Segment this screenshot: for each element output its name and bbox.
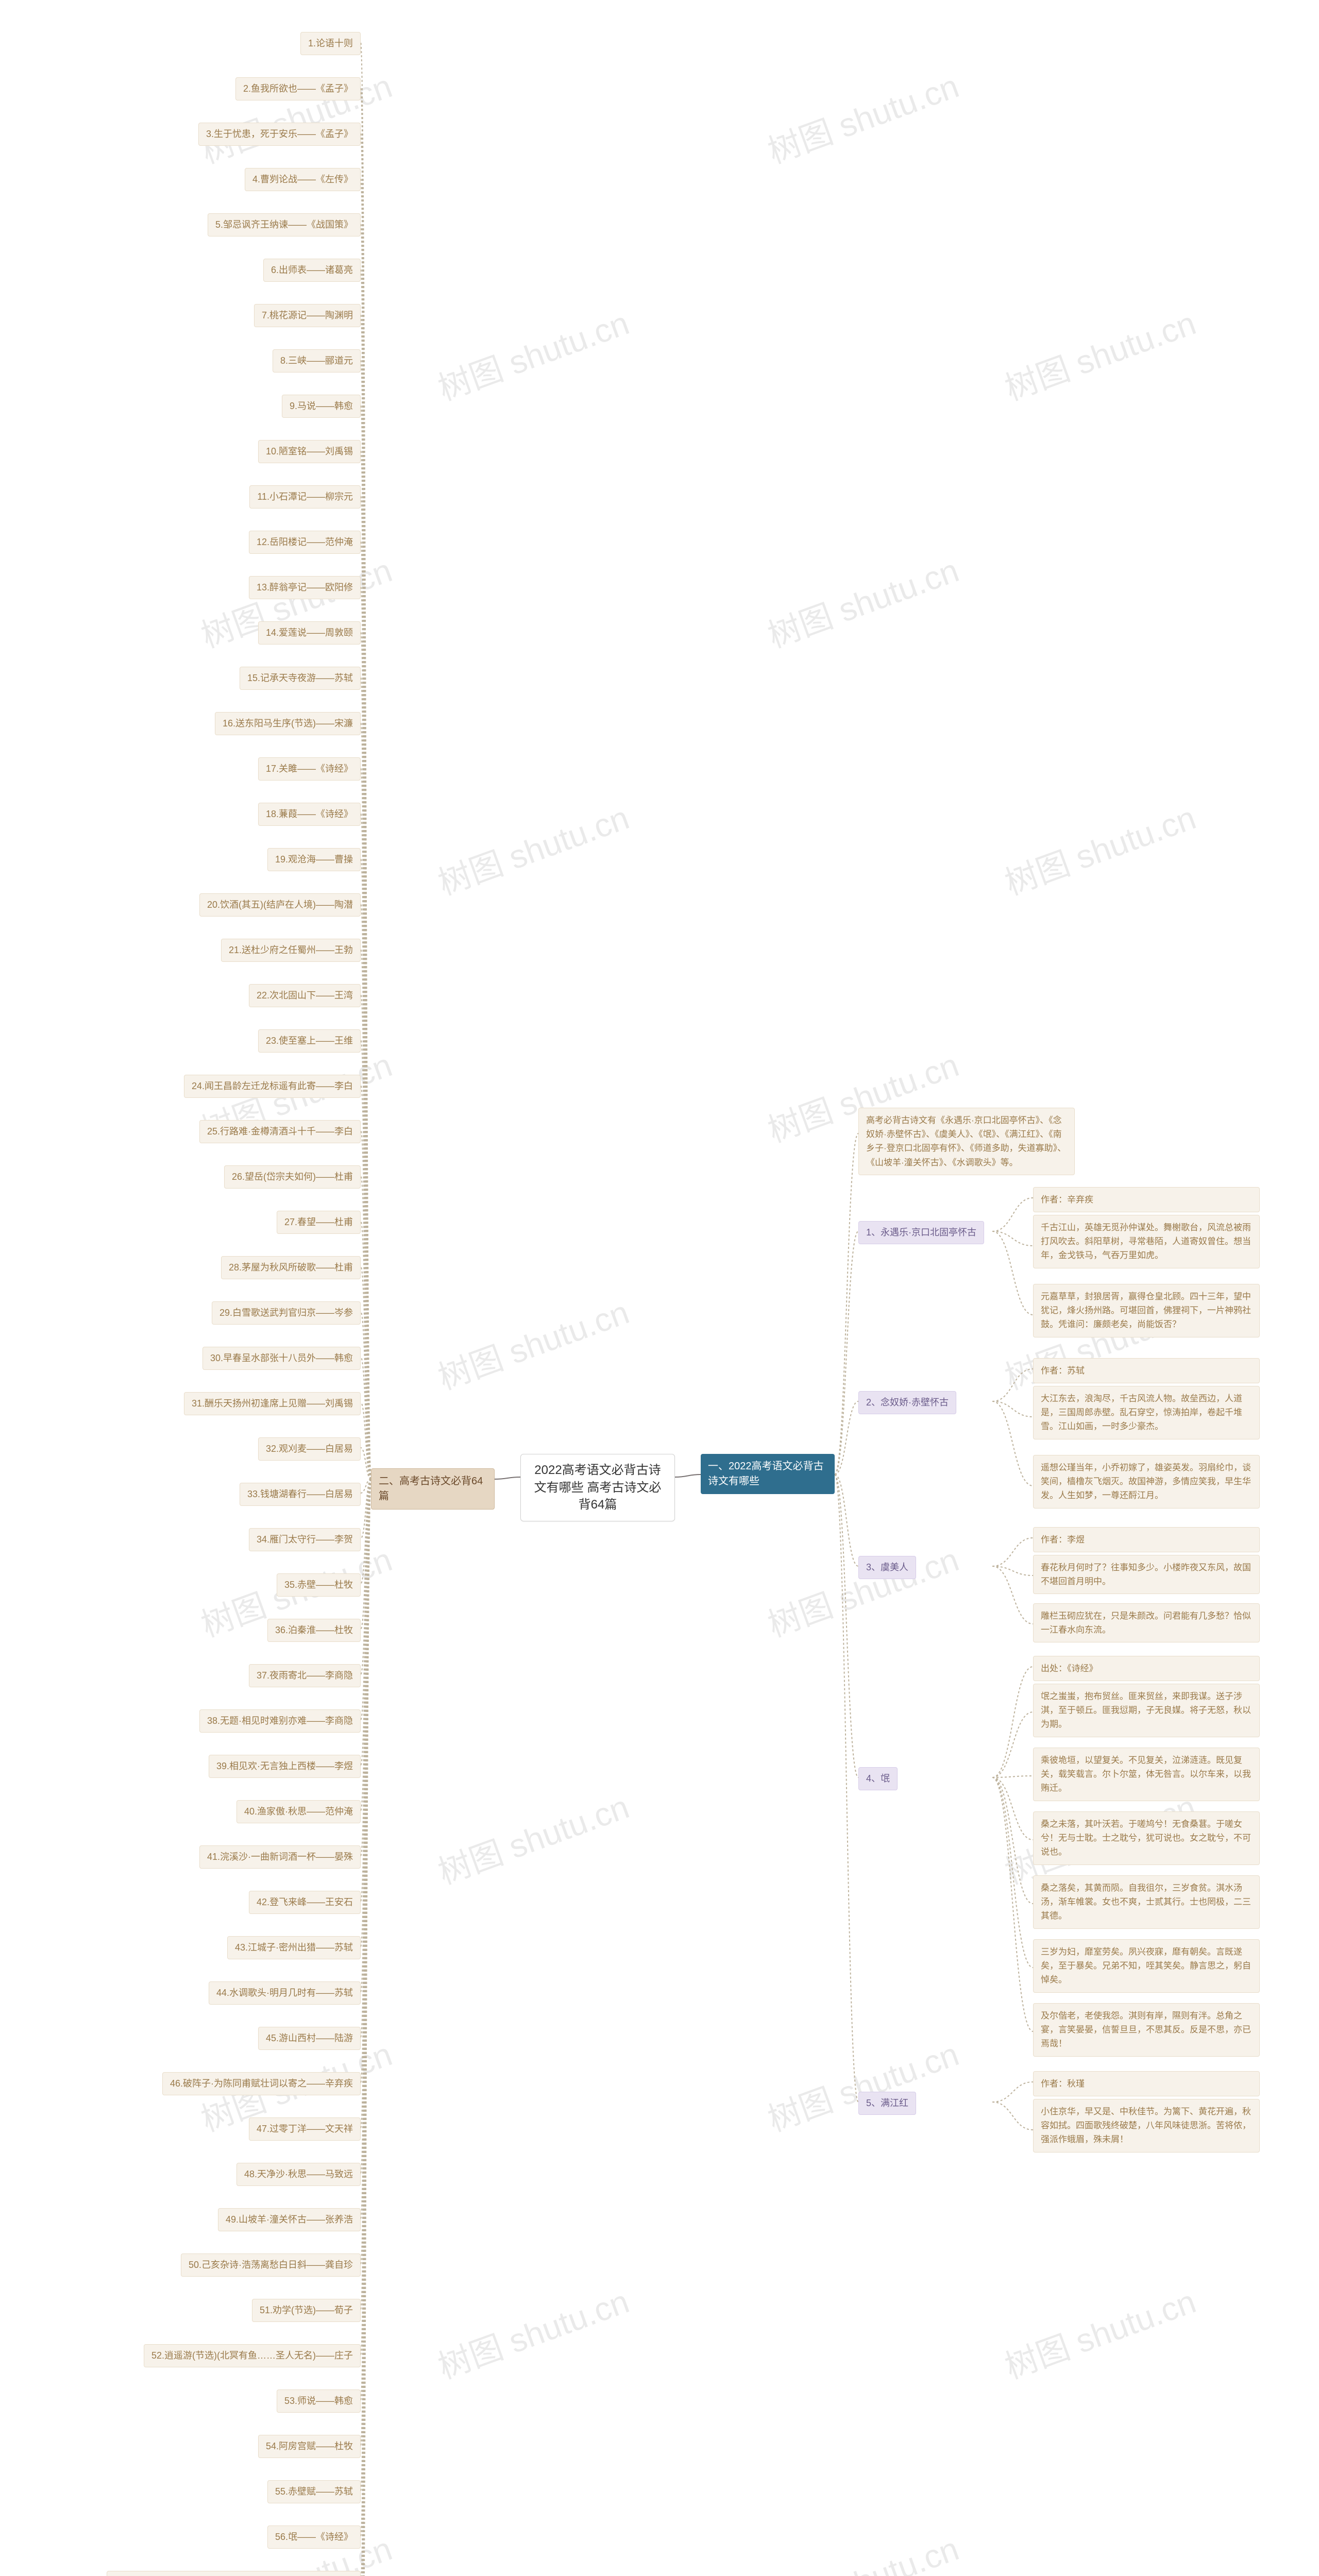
list-item[interactable]: 2.鱼我所欲也——《孟子》 xyxy=(235,77,361,100)
poem-detail: 作者：李煜 xyxy=(1033,1527,1260,1552)
poem-detail: 出处：《诗经》 xyxy=(1033,1656,1260,1681)
poem-node[interactable]: 4、氓 xyxy=(858,1767,898,1790)
list-item[interactable]: 9.马说——韩愈 xyxy=(282,395,361,418)
poem-node[interactable]: 3、虞美人 xyxy=(858,1556,916,1579)
list-item[interactable]: 40.渔家傲·秋思——范仲淹 xyxy=(236,1800,361,1823)
list-item[interactable]: 57.离骚(节选)(长太息以掩涕兮……岂余心之可惩)——屈原 xyxy=(107,2571,361,2576)
poem-detail: 氓之蚩蚩，抱布贸丝。匪来贸丝，来即我谋。送子涉淇，至于顿丘。匪我愆期，子无良媒。… xyxy=(1033,1684,1260,1737)
section-2-title[interactable]: 二、高考古诗文必背64篇 xyxy=(371,1468,495,1510)
watermark: 树图 shutu.cn xyxy=(760,2522,965,2576)
list-item[interactable]: 23.使至塞上——王维 xyxy=(258,1029,361,1053)
list-item[interactable]: 50.己亥杂诗·浩荡离愁白日斜——龚自珍 xyxy=(181,2253,361,2277)
list-item[interactable]: 55.赤壁赋——苏轼 xyxy=(267,2480,361,2503)
root-node[interactable]: 2022高考语文必背古诗文有哪些 高考古诗文必背64篇 xyxy=(520,1454,675,1521)
section-1-intro: 高考必背古诗文有《永遇乐·京口北固亭怀古》、《念奴娇·赤壁怀古》、《虞美人》、《… xyxy=(858,1108,1075,1175)
list-item[interactable]: 36.泊秦淮——杜牧 xyxy=(267,1619,361,1642)
watermark: 树图 shutu.cn xyxy=(431,1781,635,1893)
list-item[interactable]: 49.山坡羊·潼关怀古——张养浩 xyxy=(218,2208,361,2231)
list-item[interactable]: 26.望岳(岱宗夫如何)——杜甫 xyxy=(224,1165,361,1189)
list-item[interactable]: 37.夜雨寄北——李商隐 xyxy=(249,1664,361,1687)
watermark: 树图 shutu.cn xyxy=(431,1286,635,1399)
list-item[interactable]: 6.出师表——诸葛亮 xyxy=(263,259,361,282)
list-item[interactable]: 13.醉翁亭记——欧阳修 xyxy=(249,576,361,599)
mindmap-canvas: 树图 shutu.cn 树图 shutu.cn 树图 shutu.cn 树图 shut… xyxy=(0,0,1319,2576)
list-item[interactable]: 7.桃花源记——陶渊明 xyxy=(254,304,361,327)
poem-detail: 三岁为妇，靡室劳矣。夙兴夜寐，靡有朝矣。言既遂矣，至于暴矣。兄弟不知，咥其笑矣。… xyxy=(1033,1939,1260,1993)
list-item[interactable]: 45.游山西村——陆游 xyxy=(258,2027,361,2050)
list-item[interactable]: 52.逍遥游(节选)(北冥有鱼……圣人无名)——庄子 xyxy=(144,2344,361,2367)
list-item[interactable]: 10.陋室铭——刘禹锡 xyxy=(258,440,361,463)
list-item[interactable]: 4.曹刿论战——《左传》 xyxy=(245,168,361,191)
watermark: 树图 shutu.cn xyxy=(431,2275,635,2388)
list-item[interactable]: 17.关雎——《诗经》 xyxy=(258,757,361,781)
poem-detail: 乘彼垝垣，以望复关。不见复关，泣涕涟涟。既见复关，载笑载言。尔卜尔筮，体无咎言。… xyxy=(1033,1748,1260,1801)
list-item[interactable]: 35.赤壁——杜牧 xyxy=(277,1573,361,1597)
list-item[interactable]: 12.岳阳楼记——范仲淹 xyxy=(249,531,361,554)
poem-detail: 大江东去，浪淘尽，千古风流人物。故垒西边，人道是，三国周郎赤壁。乱石穿空，惊涛拍… xyxy=(1033,1386,1260,1439)
list-item[interactable]: 30.早春呈水部张十八员外——韩愈 xyxy=(202,1347,361,1370)
poem-detail: 桑之落矣，其黄而陨。自我徂尔，三岁食贫。淇水汤汤，渐车帷裳。女也不爽，士贰其行。… xyxy=(1033,1875,1260,1929)
poem-detail: 小住京华，早又是、中秋佳节。为篱下、黄花开遍，秋容如拭。四面歌残终破楚，八年风味… xyxy=(1033,2099,1260,2153)
list-item[interactable]: 24.闻王昌龄左迁龙标遥有此寄——李白 xyxy=(184,1075,361,1098)
list-item[interactable]: 56.氓——《诗经》 xyxy=(267,2526,361,2549)
poem-detail: 雕栏玉砌应犹在，只是朱颜改。问君能有几多愁？恰似一江春水向东流。 xyxy=(1033,1603,1260,1642)
watermark: 树图 shutu.cn xyxy=(760,544,965,657)
list-item[interactable]: 15.记承天寺夜游——苏轼 xyxy=(240,667,361,690)
list-item[interactable]: 27.春望——杜甫 xyxy=(277,1211,361,1234)
poem-detail: 元嘉草草，封狼居胥，赢得仓皇北顾。四十三年，望中犹记，烽火扬州路。可堪回首，佛狸… xyxy=(1033,1284,1260,1337)
poem-detail: 桑之未落，其叶沃若。于嗟鸠兮！无食桑葚。于嗟女兮！无与士耽。士之耽兮，犹可说也。… xyxy=(1033,1811,1260,1865)
list-item[interactable]: 33.钱塘湖春行——白居易 xyxy=(240,1483,361,1506)
list-item[interactable]: 46.破阵子·为陈同甫赋壮词以寄之——辛弃疾 xyxy=(162,2072,361,2095)
watermark: 树图 shutu.cn xyxy=(997,297,1202,410)
list-item[interactable]: 8.三峡——郦道元 xyxy=(273,349,361,372)
poem-detail: 作者：苏轼 xyxy=(1033,1358,1260,1383)
list-item[interactable]: 42.登飞来峰——王安石 xyxy=(249,1891,361,1914)
list-item[interactable]: 34.雁门太守行——李贺 xyxy=(249,1528,361,1551)
list-item[interactable]: 11.小石潭记——柳宗元 xyxy=(249,485,361,509)
list-item[interactable]: 21.送杜少府之任蜀州——王勃 xyxy=(221,939,361,962)
list-item[interactable]: 29.白雪歌送武判官归京——岑参 xyxy=(212,1301,361,1325)
list-item[interactable]: 41.浣溪沙·一曲新词酒一杯——晏殊 xyxy=(199,1845,361,1869)
poem-detail: 千古江山，英雄无觅孙仲谋处。舞榭歌台，风流总被雨打风吹去。斜阳草树，寻常巷陌，人… xyxy=(1033,1215,1260,1268)
list-item[interactable]: 25.行路难·金樽清酒斗十千——李白 xyxy=(199,1120,361,1143)
list-item[interactable]: 54.阿房宫赋——杜牧 xyxy=(258,2435,361,2458)
section-1-title[interactable]: 一、2022高考语文必背古诗文有哪些 xyxy=(701,1454,835,1494)
list-item[interactable]: 48.天净沙·秋思——马致远 xyxy=(236,2163,361,2186)
list-item[interactable]: 16.送东阳马生序(节选)——宋濂 xyxy=(215,712,361,735)
list-item[interactable]: 1.论语十则 xyxy=(300,32,361,55)
watermark: 树图 shutu.cn xyxy=(760,60,965,173)
list-item[interactable]: 43.江城子·密州出猎——苏轼 xyxy=(227,1936,361,1959)
poem-detail: 遥想公瑾当年，小乔初嫁了，雄姿英发。羽扇纶巾，谈笑间，樯橹灰飞烟灭。故国神游，多… xyxy=(1033,1455,1260,1509)
poem-detail: 作者：辛弃疾 xyxy=(1033,1187,1260,1212)
watermark: 树图 shutu.cn xyxy=(997,791,1202,904)
list-item[interactable]: 38.无题·相见时难别亦难——李商隐 xyxy=(199,1709,361,1733)
list-item[interactable]: 31.酬乐天扬州初逢席上见赠——刘禹锡 xyxy=(184,1392,361,1415)
list-item[interactable]: 47.过零丁洋——文天祥 xyxy=(249,2117,361,2141)
poem-detail: 作者：秋瑾 xyxy=(1033,2071,1260,2096)
watermark: 树图 shutu.cn xyxy=(431,297,635,410)
list-item[interactable]: 32.观刈麦——白居易 xyxy=(258,1437,361,1461)
list-item[interactable]: 22.次北固山下——王湾 xyxy=(249,984,361,1007)
watermark: 树图 shutu.cn xyxy=(997,2275,1202,2388)
poem-node[interactable]: 1、永遇乐·京口北固亭怀古 xyxy=(858,1221,984,1244)
poem-detail: 及尔偕老，老使我怨。淇则有岸，隰则有泮。总角之宴，言笑晏晏，信誓旦旦，不思其反。… xyxy=(1033,2003,1260,2057)
list-item[interactable]: 51.劝学(节选)——荀子 xyxy=(252,2299,361,2322)
poem-node[interactable]: 5、满江红 xyxy=(858,2092,916,2115)
watermark: 树图 shutu.cn xyxy=(760,1533,965,1646)
list-item[interactable]: 53.师说——韩愈 xyxy=(277,2389,361,2413)
list-item[interactable]: 5.邹忌讽齐王纳谏——《战国策》 xyxy=(208,213,361,236)
list-item[interactable]: 20.饮酒(其五)(结庐在人境)——陶潜 xyxy=(199,893,361,917)
list-item[interactable]: 3.生于忧患，死于安乐——《孟子》 xyxy=(198,123,361,146)
list-item[interactable]: 19.观沧海——曹操 xyxy=(267,848,361,871)
watermark: 树图 shutu.cn xyxy=(431,791,635,904)
poem-node[interactable]: 2、念奴娇·赤壁怀古 xyxy=(858,1391,956,1414)
list-item[interactable]: 18.蒹葭——《诗经》 xyxy=(258,803,361,826)
poem-detail: 春花秋月何时了？往事知多少。小楼昨夜又东风，故国不堪回首月明中。 xyxy=(1033,1555,1260,1594)
list-item[interactable]: 28.茅屋为秋风所破歌——杜甫 xyxy=(221,1256,361,1279)
list-item[interactable]: 44.水调歌头·明月几时有——苏轼 xyxy=(209,1981,361,2005)
list-item[interactable]: 14.爱莲说——周敦颐 xyxy=(258,621,361,645)
watermark: 树图 shutu.cn xyxy=(760,2028,965,2141)
list-item[interactable]: 39.相见欢·无言独上西楼——李煜 xyxy=(209,1755,361,1778)
